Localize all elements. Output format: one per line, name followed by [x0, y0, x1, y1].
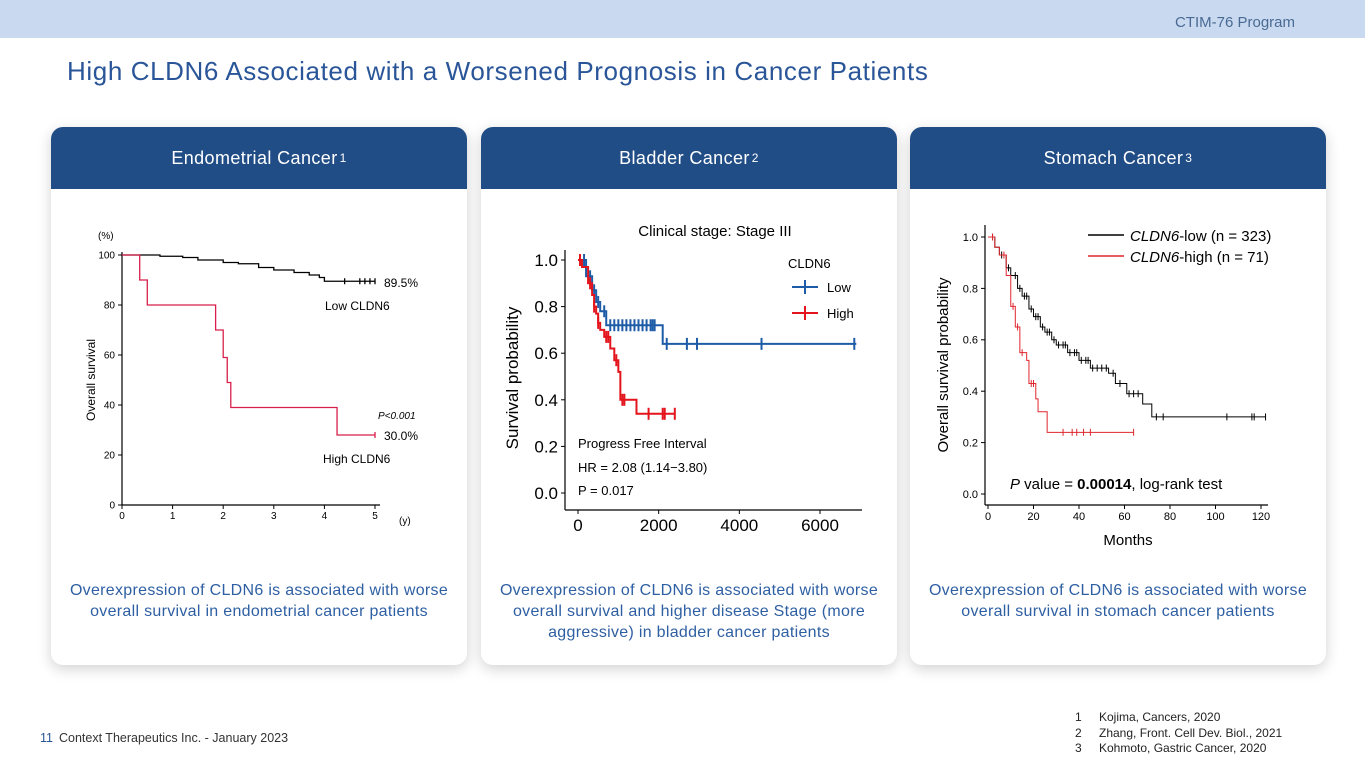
footer: 11 Context Therapeutics Inc. - January 20…	[40, 731, 288, 745]
card-caption: Overexpression of CLDN6 is associated wi…	[69, 582, 449, 620]
card-caption: Overexpression of CLDN6 is associated wi…	[499, 582, 879, 641]
reference-marker: 1	[339, 151, 347, 165]
card-caption: Overexpression of CLDN6 is associated wi…	[928, 582, 1308, 620]
page-number: 11	[40, 731, 53, 745]
reference-item: 3 Kohmoto, Gastric Cancer, 2020	[1075, 741, 1267, 755]
page-title: High CLDN6 Associated with a Worsened Pr…	[67, 56, 929, 86]
card-header: Endometrial Cancer 1	[51, 127, 467, 189]
reference-item: 1 Kojima, Cancers, 2020	[1075, 710, 1221, 724]
card-bladder: Bladder Cancer 2 Overexpression of CLDN6 …	[481, 127, 897, 665]
card-title: Stomach Cancer	[1043, 147, 1184, 168]
reference-marker: 2	[751, 151, 759, 165]
program-label: CTIM-76 Program	[1174, 14, 1295, 31]
card-title: Bladder Cancer	[619, 147, 750, 168]
top-bar	[0, 0, 1365, 38]
reference-item: 2 Zhang, Front. Cell Dev. Biol., 2021	[1075, 725, 1283, 740]
references: 1 Kojima, Cancers, 2020 2 Zhang, Front. Ce…	[1075, 710, 1282, 757]
card-title: Endometrial Cancer	[171, 147, 338, 168]
card-endometrial: Endometrial Cancer 1 Overexpression of CL…	[51, 127, 467, 665]
card-header: Stomach Cancer 3	[910, 127, 1326, 189]
card-header: Bladder Cancer 2	[481, 127, 897, 189]
reference-marker: 3	[1185, 151, 1193, 165]
footer-text: Context Therapeutics Inc. - January 2023	[58, 731, 289, 745]
card-stomach: Stomach Cancer 3 Overexpression of CLDN6 …	[910, 127, 1326, 665]
